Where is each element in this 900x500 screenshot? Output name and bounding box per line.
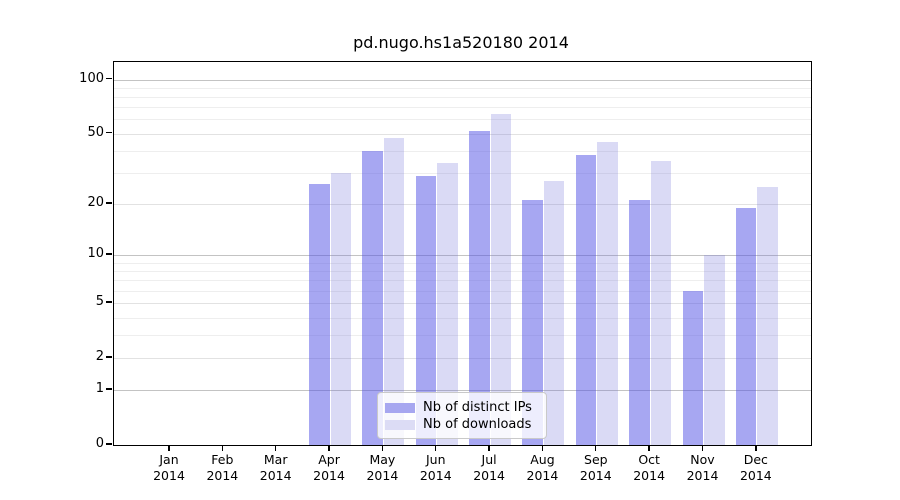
x-tick-label-feb: Feb 2014 xyxy=(206,452,239,483)
gridline-5 xyxy=(113,303,811,305)
gridline-40 xyxy=(113,150,811,152)
plot-area xyxy=(112,60,812,446)
chart-title: pd.nugo.hs1a520180 2014 xyxy=(353,33,569,52)
y-tick-label-0: 0 xyxy=(95,436,104,451)
y-tick-label-20: 20 xyxy=(87,194,104,210)
y-tick-label-10: 10 xyxy=(87,246,104,262)
bar-nb-of-downloads-Aug xyxy=(543,181,565,445)
bar-nb-of-downloads-Jul xyxy=(490,114,512,445)
gridline-1 xyxy=(113,390,811,392)
x-tick-aug xyxy=(541,445,544,451)
bar-nb-of-downloads-Apr xyxy=(330,173,352,445)
y-tick-label-2: 2 xyxy=(95,348,104,364)
x-tick-label-jul: Jul 2014 xyxy=(473,452,505,483)
bar-nb-of-downloads-Oct xyxy=(650,161,672,445)
x-tick-oct xyxy=(648,445,650,451)
gridline-50 xyxy=(113,133,811,135)
gridline-80 xyxy=(113,96,811,98)
y-tick-label-50: 50 xyxy=(87,124,104,140)
bar-nb-of-downloads-May xyxy=(383,138,405,445)
gridline-20 xyxy=(113,203,811,205)
gridline-70 xyxy=(113,107,811,109)
gridline-9 xyxy=(113,262,811,264)
bar-nb-of-distinct-ips-Jul xyxy=(469,130,490,445)
gridline-8 xyxy=(113,270,811,272)
x-tick-feb xyxy=(221,445,224,451)
legend-swatch-downloads xyxy=(385,419,415,430)
x-tick-jun xyxy=(435,445,437,451)
bar-nb-of-distinct-ips-Nov xyxy=(682,290,703,445)
bar-nb-of-distinct-ips-Aug xyxy=(522,200,543,445)
gridline-7 xyxy=(113,280,811,282)
bar-nb-of-downloads-Sep xyxy=(597,141,618,445)
x-tick-nov xyxy=(701,445,704,451)
x-tick-label-mar: Mar 2014 xyxy=(259,452,292,483)
gridline-4 xyxy=(113,317,811,319)
y-tick-label-5: 5 xyxy=(95,294,104,310)
gridline-6 xyxy=(113,290,811,292)
x-tick-mar xyxy=(275,445,277,451)
y-tick-10 xyxy=(106,253,112,255)
gridline-100 xyxy=(113,79,811,81)
y-tick-label-1: 1 xyxy=(95,381,104,397)
y-tick-1 xyxy=(106,388,112,390)
x-tick-label-apr: Apr 2014 xyxy=(313,452,345,483)
legend-item-distinct-ips: Nb of distinct IPs xyxy=(385,399,539,416)
y-tick-0 xyxy=(106,443,112,445)
gridline-10 xyxy=(113,255,811,257)
x-tick-may xyxy=(381,445,384,451)
bar-nb-of-distinct-ips-Jun xyxy=(415,175,437,445)
x-tick-apr xyxy=(328,445,330,451)
bar-nb-of-downloads-Jun xyxy=(437,163,458,445)
x-tick-label-may: May 2014 xyxy=(366,452,399,483)
x-tick-jan xyxy=(168,445,170,451)
y-tick-50 xyxy=(106,131,112,134)
gridline-60 xyxy=(113,119,811,121)
x-tick-label-aug: Aug 2014 xyxy=(526,452,559,483)
y-tick-5 xyxy=(106,301,112,303)
legend-label-distinct-ips: Nb of distinct IPs xyxy=(423,400,532,415)
legend-item-downloads: Nb of downloads xyxy=(385,416,539,433)
x-tick-label-jun: Jun 2014 xyxy=(419,452,452,483)
bar-nb-of-distinct-ips-Dec xyxy=(735,207,757,445)
legend-label-downloads: Nb of downloads xyxy=(423,417,532,432)
x-tick-label-jan: Jan 2014 xyxy=(153,452,185,483)
gridline-90 xyxy=(113,87,811,89)
x-tick-label-nov: Nov 2014 xyxy=(686,452,719,483)
x-tick-label-sep: Sep 2014 xyxy=(579,452,612,483)
x-tick-dec xyxy=(755,445,757,451)
legend: Nb of distinct IPs Nb of downloads xyxy=(377,392,547,439)
x-tick-label-dec: Dec 2014 xyxy=(739,452,772,483)
legend-swatch-distinct-ips xyxy=(385,402,415,413)
bar-nb-of-downloads-Nov xyxy=(704,255,725,445)
y-tick-20 xyxy=(106,202,112,204)
gridline-30 xyxy=(113,173,811,175)
bar-nb-of-distinct-ips-Sep xyxy=(575,154,597,445)
bar-nb-of-downloads-Dec xyxy=(757,186,778,445)
bar-nb-of-distinct-ips-Apr xyxy=(309,183,330,445)
bar-nb-of-distinct-ips-Oct xyxy=(629,200,650,445)
gridline-2 xyxy=(113,357,811,359)
y-tick-2 xyxy=(106,356,112,358)
x-tick-label-oct: Oct 2014 xyxy=(633,452,666,483)
x-tick-sep xyxy=(595,445,597,451)
bar-nb-of-distinct-ips-May xyxy=(362,150,383,445)
gridline-3 xyxy=(113,335,811,337)
x-tick-jul xyxy=(488,445,490,451)
y-tick-label-100: 100 xyxy=(79,70,104,86)
y-tick-100 xyxy=(106,77,112,80)
